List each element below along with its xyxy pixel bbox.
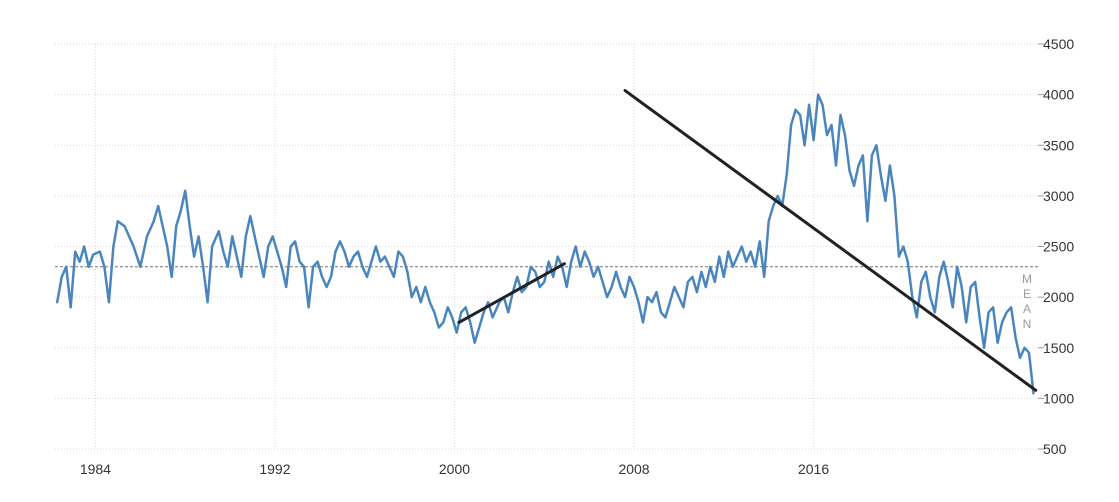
y-tick-label: 4500 [1043, 36, 1074, 52]
mean-label-letter: A [1023, 302, 1031, 316]
x-tick-label: 1992 [259, 461, 290, 477]
x-axis: 1984 1992 2000 2008 2016 [80, 461, 830, 477]
mean-label-letter: M [1022, 272, 1032, 286]
y-tick-label: 4000 [1043, 87, 1074, 103]
y-tick-label: 2500 [1043, 239, 1074, 255]
x-tick-label: 1984 [80, 461, 111, 477]
mean-label-letter: E [1023, 287, 1031, 301]
x-tick-label: 2000 [439, 461, 470, 477]
y-tick-label: 500 [1043, 441, 1067, 457]
trend-line [623, 89, 1038, 392]
grid [55, 43, 1038, 450]
trend-lines [457, 89, 1038, 392]
y-tick-label: 3000 [1043, 188, 1074, 204]
mean-label-letter: N [1023, 317, 1032, 331]
y-axis: 500 1000 1500 2000 2500 3000 3500 4000 4500 [1038, 36, 1074, 457]
y-tick-label: 1000 [1043, 390, 1074, 406]
y-tick-label: 1500 [1043, 340, 1074, 356]
x-tick-label: 2016 [798, 461, 829, 477]
x-tick-label: 2008 [618, 461, 649, 477]
y-tick-label: 2000 [1043, 289, 1074, 305]
trend-line [457, 262, 566, 324]
series-line [55, 93, 1035, 395]
series-group [55, 93, 1035, 395]
y-tick-label: 3500 [1043, 137, 1074, 153]
